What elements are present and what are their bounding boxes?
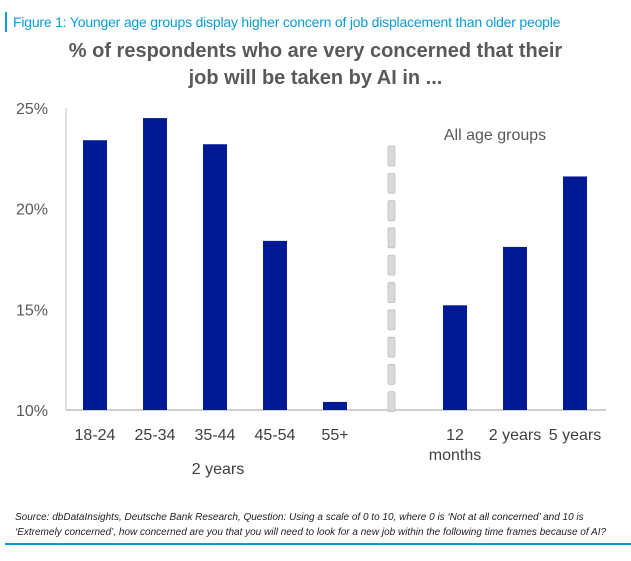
y-tick-label: 20% — [16, 202, 48, 219]
bar-chart: 10% 15% 20% 25% 18-24 25-34 35-44 45-54 55+ 2 yea… — [16, 101, 606, 478]
divider-segment — [387, 309, 396, 331]
bar-25-34 — [143, 118, 167, 411]
divider-segment — [387, 364, 396, 385]
x-tick-label: 55+ — [321, 427, 348, 444]
divider-segment — [387, 227, 396, 249]
divider-segment — [387, 254, 396, 276]
bar-35-44 — [203, 144, 227, 411]
bar-55+ — [323, 401, 347, 410]
chart-title: % of respondents who are very concerned … — [0, 38, 631, 92]
group-label-age: 2 years — [192, 461, 244, 478]
divider-segment — [387, 391, 396, 413]
chart-title-line-1: % of respondents who are very concerned … — [68, 40, 563, 62]
x-tick-label: 35-44 — [195, 427, 236, 444]
y-tick-label: 25% — [16, 101, 48, 118]
bar-18-24 — [83, 140, 107, 411]
x-tick-label: 25-34 — [135, 427, 176, 444]
x-tick-label: 45-54 — [255, 427, 296, 444]
divider-segment — [387, 145, 396, 167]
bar-5-years — [563, 176, 587, 410]
y-tick-label: 15% — [16, 302, 48, 319]
x-tick-label: months — [429, 447, 481, 464]
bar-12-months — [443, 305, 467, 410]
figure-title: Figure 1: Younger age groups display hig… — [5, 12, 560, 32]
divider-segment — [387, 282, 396, 303]
divider-segment — [387, 336, 396, 358]
divider-segment — [387, 172, 396, 194]
group-label-all: All age groups — [444, 127, 546, 144]
chart-title-line-2: job will be taken by AI in ... — [188, 67, 443, 89]
x-tick-label: 2 years — [489, 427, 541, 444]
x-tick-label: 5 years — [549, 427, 601, 444]
divider-segment — [387, 200, 396, 221]
x-tick-label: 12 — [446, 427, 464, 444]
bar-2-years — [503, 246, 527, 410]
y-tick-label: 10% — [16, 403, 48, 420]
bar-45-54 — [263, 240, 287, 410]
source-note: Source: dbDataInsights, Deutsche Bank Re… — [5, 506, 631, 545]
x-tick-label: 18-24 — [75, 427, 116, 444]
